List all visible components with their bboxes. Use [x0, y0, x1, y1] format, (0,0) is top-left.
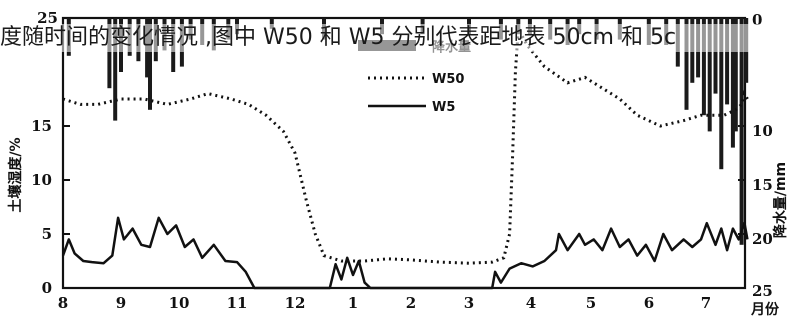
precipitation-bar: [269, 18, 274, 29]
right-axis-title: 降水量/mm: [772, 162, 789, 238]
precipitation-bar: [148, 18, 152, 110]
x-axis-title: 月份: [750, 301, 780, 318]
legend-label-w5: W5: [432, 100, 455, 115]
right-tick-label: 0: [752, 11, 762, 29]
x-tick-label: 8: [58, 294, 68, 312]
precipitation-bar: [719, 18, 724, 170]
left-tick-label: 25: [37, 9, 58, 27]
moisture-lines: [61, 23, 749, 290]
x-tick-label: 6: [644, 294, 654, 312]
x-tick-label: 3: [464, 294, 474, 312]
right-axis: 0 10 15 20 25 降水量/mm: [738, 11, 789, 300]
precipitation-bar: [730, 18, 735, 148]
legend-label-w50: W50: [432, 72, 464, 87]
series-w50-line: [62, 23, 749, 265]
precipitation-bar: [113, 18, 118, 121]
x-tick-label: 2: [406, 294, 416, 312]
left-tick-label: 10: [31, 171, 52, 189]
right-tick-label: 10: [752, 122, 773, 140]
precipitation-bar: [739, 18, 744, 245]
precipitation-bar: [713, 18, 718, 94]
series-w5-line: [61, 216, 749, 290]
precipitation-bar: [701, 18, 706, 116]
precipitation-bars: [66, 18, 749, 245]
precipitation-bar: [684, 18, 689, 110]
precipitation-bar: [707, 18, 712, 132]
right-tick-label: 15: [752, 176, 773, 194]
left-axis: 0 5 10 15 25 土壤湿度/%: [7, 9, 70, 297]
left-tick-label: 15: [31, 117, 52, 135]
x-axis: 8 9 10 11 12 1 2 3 4 5 6 7 月份: [58, 294, 780, 318]
x-tick-label: 7: [701, 294, 711, 312]
x-tick-label: 10: [169, 294, 190, 312]
x-tick-label: 1: [348, 294, 358, 312]
left-tick-label: 0: [42, 279, 52, 297]
x-tick-label: 11: [227, 294, 248, 312]
precipitation-bar: [107, 18, 112, 89]
caption-overlay: 度随时间的变化情况 ,图中 W50 和 W5 分别代表距地表 50cm 和 5c: [0, 24, 800, 52]
left-axis-title: 土壤湿度/%: [7, 137, 24, 212]
right-tick-label: 25: [752, 282, 773, 300]
right-tick-label: 20: [752, 230, 773, 248]
x-tick-label: 12: [285, 294, 306, 312]
x-tick-label: 5: [586, 294, 596, 312]
x-tick-label: 4: [526, 294, 536, 312]
precipitation-bar: [733, 18, 738, 132]
precipitation-bar: [725, 18, 730, 105]
left-tick-label: 5: [42, 225, 52, 243]
x-tick-label: 9: [116, 294, 126, 312]
